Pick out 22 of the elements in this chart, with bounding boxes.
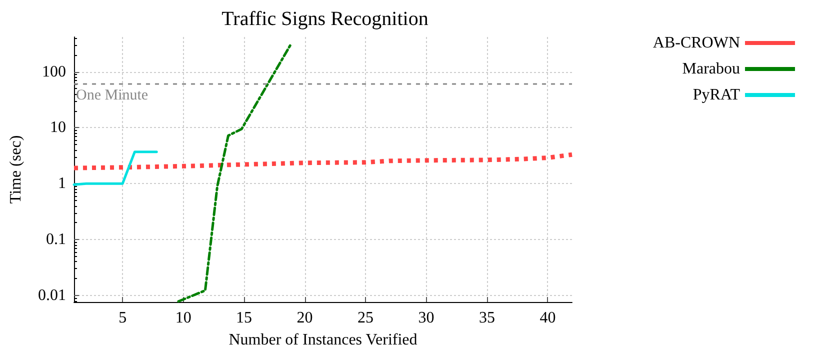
y-tick-label: 0.01 (38, 286, 66, 304)
y-tick-label: 100 (42, 63, 66, 80)
y-tick-label: 10 (50, 119, 66, 136)
x-tick-label: 10 (175, 310, 192, 326)
legend-label: Marabou (682, 60, 740, 78)
legend-label: PyRAT (692, 86, 740, 104)
x-tick-label: 20 (296, 310, 313, 326)
legend-label: AB-CROWN (652, 34, 740, 52)
x-tick-label: 25 (358, 310, 374, 326)
x-tick-label: 40 (540, 310, 556, 326)
y-tick-label: 0.1 (46, 230, 66, 248)
x-axis-title: Number of Instances Verified (228, 332, 418, 348)
line-series (177, 44, 292, 303)
x-tick-label: 30 (418, 310, 434, 326)
y-axis-title: Time (sec) (8, 135, 24, 204)
x-tick-label: 5 (118, 310, 127, 326)
y-tick-label: 1 (58, 175, 66, 192)
ref-line-label: One Minute (76, 88, 148, 104)
line-series (72, 152, 574, 170)
chart-title: Traffic Signs Recognition (222, 8, 428, 30)
x-tick-label: 35 (478, 310, 495, 326)
x-tick-label: 15 (236, 310, 252, 326)
